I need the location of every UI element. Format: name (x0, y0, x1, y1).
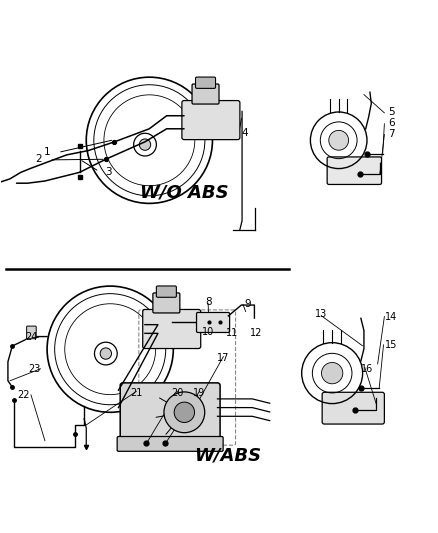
Text: 20: 20 (171, 387, 184, 398)
FancyBboxPatch shape (27, 326, 36, 338)
Text: 23: 23 (28, 364, 40, 374)
Text: 13: 13 (315, 309, 327, 319)
Text: 15: 15 (385, 340, 397, 350)
Text: 9: 9 (244, 300, 251, 309)
Text: 10: 10 (202, 327, 214, 337)
Circle shape (174, 402, 194, 423)
Text: 24: 24 (25, 333, 37, 342)
Text: 3: 3 (105, 167, 111, 177)
Text: 12: 12 (250, 328, 262, 338)
FancyBboxPatch shape (192, 84, 219, 104)
Text: W/ABS: W/ABS (194, 447, 261, 465)
Text: 7: 7 (389, 129, 395, 139)
Circle shape (321, 362, 343, 384)
Text: 19: 19 (193, 387, 205, 398)
Text: 14: 14 (385, 312, 397, 321)
Text: 8: 8 (205, 297, 212, 307)
FancyBboxPatch shape (156, 286, 177, 297)
FancyBboxPatch shape (120, 383, 220, 442)
FancyBboxPatch shape (153, 293, 180, 313)
Text: 4: 4 (242, 128, 248, 138)
Text: 17: 17 (217, 353, 230, 363)
FancyBboxPatch shape (182, 101, 240, 140)
FancyBboxPatch shape (197, 312, 230, 333)
Text: 2: 2 (35, 154, 42, 164)
Circle shape (139, 139, 151, 150)
Text: 21: 21 (130, 387, 142, 398)
FancyBboxPatch shape (322, 392, 385, 424)
Text: 11: 11 (226, 328, 238, 338)
Text: 22: 22 (17, 390, 29, 400)
FancyBboxPatch shape (143, 310, 201, 349)
FancyBboxPatch shape (327, 157, 381, 184)
Text: 5: 5 (389, 107, 395, 117)
Text: W/O ABS: W/O ABS (140, 183, 229, 201)
FancyBboxPatch shape (117, 437, 223, 451)
Text: 6: 6 (389, 118, 395, 128)
Circle shape (164, 392, 205, 433)
FancyBboxPatch shape (195, 77, 215, 88)
Circle shape (329, 131, 349, 150)
Text: 16: 16 (361, 364, 373, 374)
Text: 1: 1 (44, 147, 50, 157)
Circle shape (100, 348, 112, 359)
